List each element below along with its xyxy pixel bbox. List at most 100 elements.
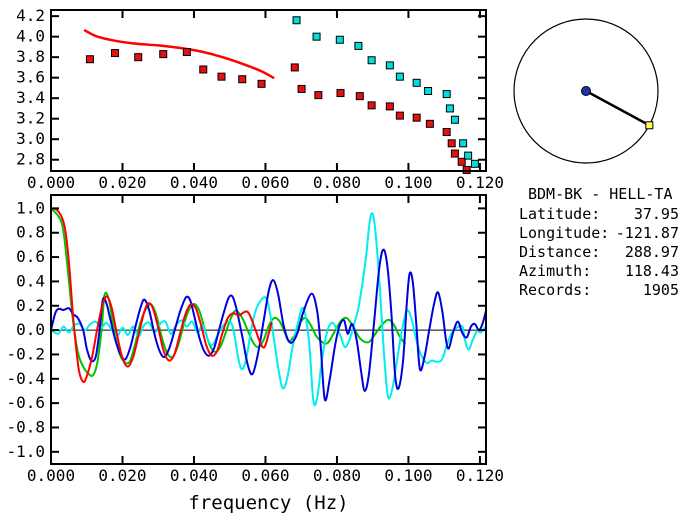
- cyan-square-marker: [464, 151, 473, 160]
- bottom-green-trace: [50, 207, 406, 378]
- bottom-chart: 0.000 0.020 0.040 0.060 0.080 0.100 0.120 -1.0 -…: [6, 194, 504, 514]
- cyan-square-marker: [292, 16, 301, 25]
- info-row-longitude: Longitude: -121.87: [519, 224, 679, 243]
- info-row-latitude: Latitude: 37.95: [519, 205, 679, 224]
- info-row-distance: Distance: 288.97: [519, 243, 679, 262]
- cyan-square-marker: [367, 56, 376, 65]
- red-square-marker: [442, 128, 451, 137]
- red-square-marker: [355, 92, 364, 101]
- red-trace-path: [50, 207, 273, 384]
- green-trace-path: [50, 207, 406, 378]
- x-tick-label: 0.000: [27, 173, 75, 192]
- info-row-azimuth: Azimuth: 118.43: [519, 262, 679, 281]
- y-tick-label: -0.6: [6, 393, 45, 412]
- axis-frame: [50, 9, 487, 172]
- red-square-marker: [367, 101, 376, 110]
- x-axis-title: frequency (Hz): [188, 492, 348, 514]
- red-square-marker: [457, 157, 466, 166]
- red-square-marker: [257, 79, 266, 88]
- cyan-square-marker: [442, 90, 451, 99]
- red-square-marker: [110, 49, 119, 58]
- latitude-value: 37.95: [633, 205, 679, 223]
- top-cyan-squares: [292, 16, 479, 168]
- y-tick-label: 0.6: [16, 247, 45, 266]
- x-tick-label: 0.060: [241, 466, 289, 485]
- y-tick-label: 3.0: [16, 129, 45, 148]
- red-square-marker: [182, 48, 191, 57]
- station-pair-title: BDM-BK - HELL-TA: [528, 185, 673, 203]
- x-tick-label: 0.100: [384, 466, 432, 485]
- station-endpoint-square: [645, 121, 654, 130]
- y-tick-label: 0.2: [16, 296, 45, 315]
- cyan-square-marker: [412, 78, 421, 87]
- y-tick-label: 3.4: [16, 88, 45, 107]
- x-tick-label: 0.120: [456, 173, 504, 192]
- y-tick-label: -0.8: [6, 417, 45, 436]
- red-square-marker: [238, 75, 247, 84]
- cyan-square-marker: [424, 87, 433, 96]
- red-square-marker: [385, 102, 394, 111]
- red-square-marker: [450, 149, 459, 158]
- cyan-square-marker: [354, 41, 363, 50]
- red-square-marker: [85, 55, 94, 64]
- y-tick-label: 3.8: [16, 47, 45, 66]
- model-curve-path: [83, 29, 275, 79]
- x-tick-label: 0.120: [456, 466, 504, 485]
- bottom-red-trace: [50, 207, 273, 384]
- x-tick-label: 0.080: [313, 173, 361, 192]
- azimuth-line: [585, 89, 650, 127]
- azimuth-value: 118.43: [624, 262, 679, 280]
- x-tick-label: 0.020: [98, 173, 146, 192]
- y-tick-label: 0.4: [16, 271, 45, 290]
- y-tick-label: 4.0: [16, 27, 45, 46]
- top-model-curve: [83, 29, 275, 79]
- cyan-square-marker: [470, 159, 479, 168]
- top-red-squares: [85, 48, 471, 174]
- cyan-square-marker: [312, 32, 321, 41]
- red-square-marker: [314, 91, 323, 100]
- cyan-square-marker: [450, 115, 459, 124]
- distance-label: Distance:: [519, 243, 601, 261]
- red-square-marker: [447, 139, 456, 148]
- x-tick-label: 0.060: [241, 173, 289, 192]
- red-square-marker: [425, 119, 434, 128]
- red-square-marker: [412, 113, 421, 122]
- top-chart: 0.000 0.020 0.040 0.060 0.080 0.100 0.120 2.8 3.…: [16, 6, 504, 192]
- x-tick-label: 0.000: [27, 466, 75, 485]
- info-row-records: Records: 1905: [519, 281, 679, 300]
- cyan-square-marker: [335, 35, 344, 44]
- red-square-marker: [297, 84, 306, 93]
- x-tick-label: 0.100: [384, 173, 432, 192]
- y-tick-label: 3.6: [16, 68, 45, 87]
- longitude-value: -121.87: [615, 224, 679, 242]
- x-tick-label: 0.040: [170, 466, 218, 485]
- station-center-dot: [581, 86, 591, 96]
- red-square-marker: [290, 63, 299, 72]
- red-square-marker: [336, 89, 345, 98]
- x-tick-label: 0.080: [313, 466, 361, 485]
- y-tick-label: -1.0: [6, 442, 45, 461]
- red-square-marker: [462, 165, 471, 174]
- y-tick-label: -0.4: [6, 369, 45, 388]
- cyan-square-marker: [445, 104, 454, 113]
- records-label: Records:: [519, 281, 592, 299]
- red-square-marker: [395, 111, 404, 120]
- azimuth-widget: [513, 18, 659, 164]
- cyan-square-marker: [385, 61, 394, 70]
- azimuth-label: Azimuth:: [519, 262, 592, 280]
- longitude-label: Longitude:: [519, 224, 610, 242]
- station-info-panel: BDM-BK - HELL-TA Latitude: 37.95 Longitu…: [519, 185, 679, 300]
- azimuth-circle: [513, 18, 659, 164]
- y-tick-label: 1.0: [16, 198, 45, 217]
- red-square-marker: [134, 53, 143, 62]
- red-square-marker: [199, 65, 208, 74]
- red-square-marker: [159, 50, 168, 59]
- y-tick-label: 0.8: [16, 223, 45, 242]
- y-tick-label: 0.0: [16, 320, 45, 339]
- y-tick-label: -0.2: [6, 344, 45, 363]
- latitude-label: Latitude:: [519, 205, 601, 223]
- y-tick-label: 3.2: [16, 109, 45, 128]
- cyan-square-marker: [395, 72, 404, 81]
